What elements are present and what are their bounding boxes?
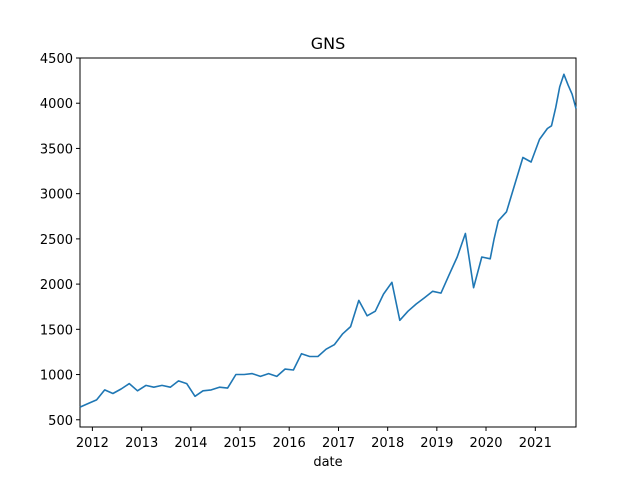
x-tick-label: 2017 (322, 436, 355, 451)
y-tick-label: 1000 (40, 369, 73, 384)
x-axis-ticks: 2012 2013 2014 2015 2016 2017 2018 2019 2020 2021 (76, 427, 552, 451)
x-tick-label: 2012 (76, 436, 109, 451)
chart-title: GNS (311, 34, 346, 53)
x-axis-label: date (313, 455, 342, 470)
y-tick-label: 1500 (40, 323, 73, 338)
x-tick-label: 2019 (420, 436, 453, 451)
x-tick-label: 2021 (519, 436, 552, 451)
y-tick-label: 4500 (40, 52, 73, 67)
y-tick-label: 2000 (40, 278, 73, 293)
y-tick-label: 3000 (40, 188, 73, 203)
y-tick-label: 2500 (40, 233, 73, 248)
y-tick-label: 500 (48, 414, 73, 429)
x-tick-label: 2020 (469, 436, 502, 451)
series-line-0 (79, 73, 577, 408)
x-tick-label: 2013 (125, 436, 158, 451)
y-tick-label: 4000 (40, 97, 73, 112)
series-layer (79, 73, 577, 408)
x-tick-label: 2018 (371, 436, 404, 451)
y-axis-ticks: 500 1000 1500 2000 2500 3000 3500 4000 4500 (40, 52, 80, 429)
x-tick-label: 2014 (174, 436, 207, 451)
plot-area-frame (79, 57, 577, 428)
x-tick-label: 2016 (273, 436, 306, 451)
y-tick-label: 3500 (40, 142, 73, 157)
x-tick-label: 2015 (223, 436, 256, 451)
